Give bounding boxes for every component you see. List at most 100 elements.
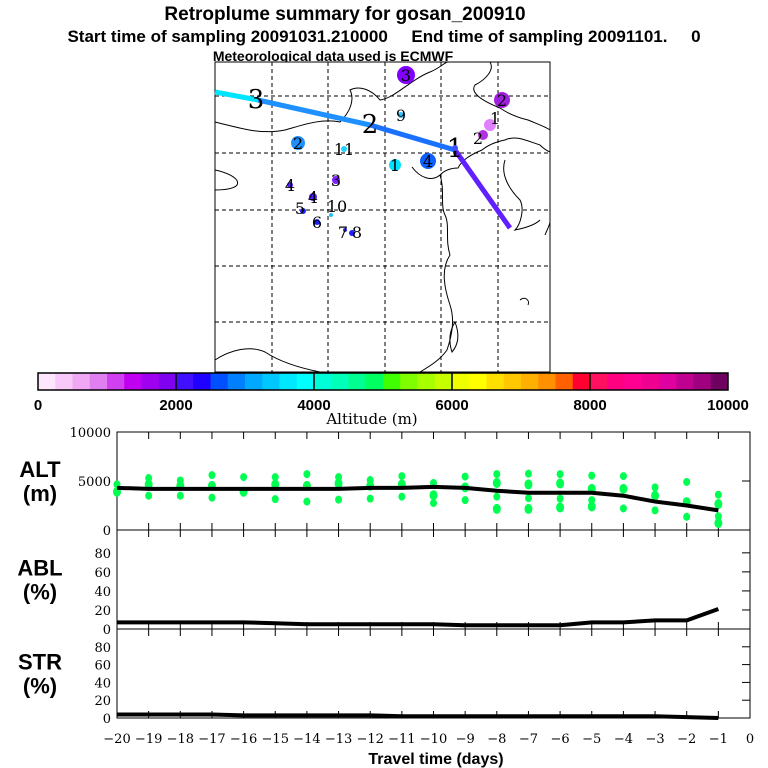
panel-frame	[116, 628, 751, 719]
trajectory-day-label: 3	[248, 85, 265, 115]
x-tick-label: 0	[746, 732, 754, 747]
altitude-scatter-dot	[208, 471, 216, 480]
colorbar-segment	[279, 373, 298, 390]
colorbar-frame	[37, 372, 729, 391]
figure-subtitle: Start time of sampling 20091031.210000 E…	[67, 27, 700, 46]
colorbar-segment	[452, 373, 470, 390]
colorbar-segment	[624, 373, 643, 390]
colorbar-segment	[486, 373, 505, 390]
colorbar-segment	[503, 373, 522, 390]
mean-line	[116, 484, 719, 513]
colorbar-segment	[89, 373, 108, 390]
altitude-scatter-dot	[461, 472, 469, 481]
colorbar-segment	[72, 373, 91, 390]
altitude-scatter-dot	[398, 472, 406, 481]
plume-cluster-dot	[389, 159, 401, 171]
panel-ylabel: (%)	[23, 674, 57, 699]
x-tick-label: −5	[582, 732, 601, 747]
mean-line	[117, 712, 719, 720]
altitude-scatter-dot	[145, 491, 153, 500]
colorbar-segment	[555, 373, 574, 390]
y-tick-label: 60	[94, 566, 111, 581]
altitude-scatter-dot	[714, 499, 723, 510]
plume-cluster-dot	[343, 228, 347, 232]
plume-cluster-label: 4	[285, 176, 295, 195]
x-tick-label: −6	[551, 732, 570, 747]
plume-cluster-dot	[494, 92, 510, 108]
altitude-scatter-dot	[714, 512, 722, 521]
mean-line	[117, 607, 720, 628]
plume-cluster-label: 1	[490, 109, 500, 128]
colorbar-segment	[641, 373, 660, 390]
x-tick-label: −17	[198, 732, 225, 747]
plume-cluster-dot	[398, 112, 404, 118]
altitude-scatter-dot	[493, 470, 501, 479]
plume-cluster-label: 8	[352, 223, 362, 242]
altitude-scatter-dot	[430, 499, 437, 508]
x-tick-label: −1	[709, 732, 728, 747]
colorbar-segment	[227, 373, 246, 390]
plume-cluster-dot	[300, 208, 306, 214]
trajectory-segment	[369, 122, 456, 153]
plume-cluster-label: 4	[308, 188, 318, 207]
trajectory-path: 3 21	[214, 85, 513, 230]
colorbar-tick-label: 10000	[707, 397, 749, 414]
colorbar-segment	[590, 373, 608, 390]
x-tick-label: −14	[293, 732, 320, 747]
plume-cluster-dot	[287, 182, 293, 188]
plume-cluster-dot	[332, 176, 340, 184]
y-tick-label: 20	[94, 694, 111, 709]
altitude-scatter-dot	[524, 469, 532, 478]
panel-ylabel: STR	[18, 650, 62, 675]
colorbar-segment	[676, 373, 694, 390]
x-tick-label: −3	[645, 732, 664, 747]
altitude-scatter-dot	[619, 483, 628, 494]
panel-alt: 0 5000 10000 ALT(m)	[19, 426, 751, 539]
plume-cluster-label: 2	[497, 91, 507, 110]
altitude-scatter-dot	[714, 490, 722, 499]
altitude-scatter-dot	[461, 496, 469, 505]
colorbar-tick-label: 4000	[297, 397, 330, 414]
x-tick-label: −10	[420, 732, 447, 747]
colorbar-segment	[348, 373, 367, 390]
plume-cluster-dot	[349, 230, 355, 236]
plume-cluster-label: 4	[423, 152, 433, 171]
plume-cluster-label: 9	[396, 106, 406, 125]
altitude-scatter-dot	[492, 477, 501, 488]
panel-abl: 0 20 40 60 80 ABL(%)	[17, 529, 751, 638]
x-tick-label: −8	[487, 732, 506, 747]
colorbar-segment	[176, 373, 194, 390]
x-tick-label: −7	[519, 732, 538, 747]
panel-ylabel: (%)	[23, 580, 57, 605]
colorbar-segment	[383, 373, 401, 390]
colorbar-segment	[417, 373, 436, 390]
plume-cluster-label: 2	[473, 129, 483, 148]
x-tick-label: −2	[677, 732, 696, 747]
y-tick-label: 5000	[78, 475, 111, 490]
colorbar-tick-label: 0	[34, 397, 42, 414]
x-tick-label: −12	[356, 732, 383, 747]
plume-cluster-label: 3	[331, 171, 341, 190]
colorbar-tick-label: 2000	[159, 397, 192, 414]
y-tick-label: 60	[94, 659, 111, 674]
altitude-scatter-dot	[619, 472, 627, 481]
altitude-colorbar: 0 2000 4000 6000 8000 10000	[34, 372, 749, 414]
colorbar-segment	[141, 373, 160, 390]
altitude-scatter-dot	[651, 483, 659, 492]
colorbar-tick-label: 6000	[435, 397, 468, 414]
y-tick-label: 20	[94, 604, 111, 619]
panel-ylabel: (m)	[23, 481, 57, 506]
plume-cluster-dot	[397, 66, 415, 84]
plume-cluster-dot	[309, 193, 317, 201]
x-tick-label: −4	[614, 732, 633, 747]
y-tick-label: 0	[103, 524, 111, 539]
trajectory-segment	[257, 97, 371, 128]
altitude-scatter-dot	[524, 503, 533, 514]
altitude-scatter-dot	[714, 518, 723, 529]
altitude-scatter-dot	[271, 473, 279, 482]
y-tick-label: 0	[103, 712, 111, 727]
colorbar-segment	[331, 373, 349, 390]
altitude-scatter-dot	[208, 493, 216, 502]
